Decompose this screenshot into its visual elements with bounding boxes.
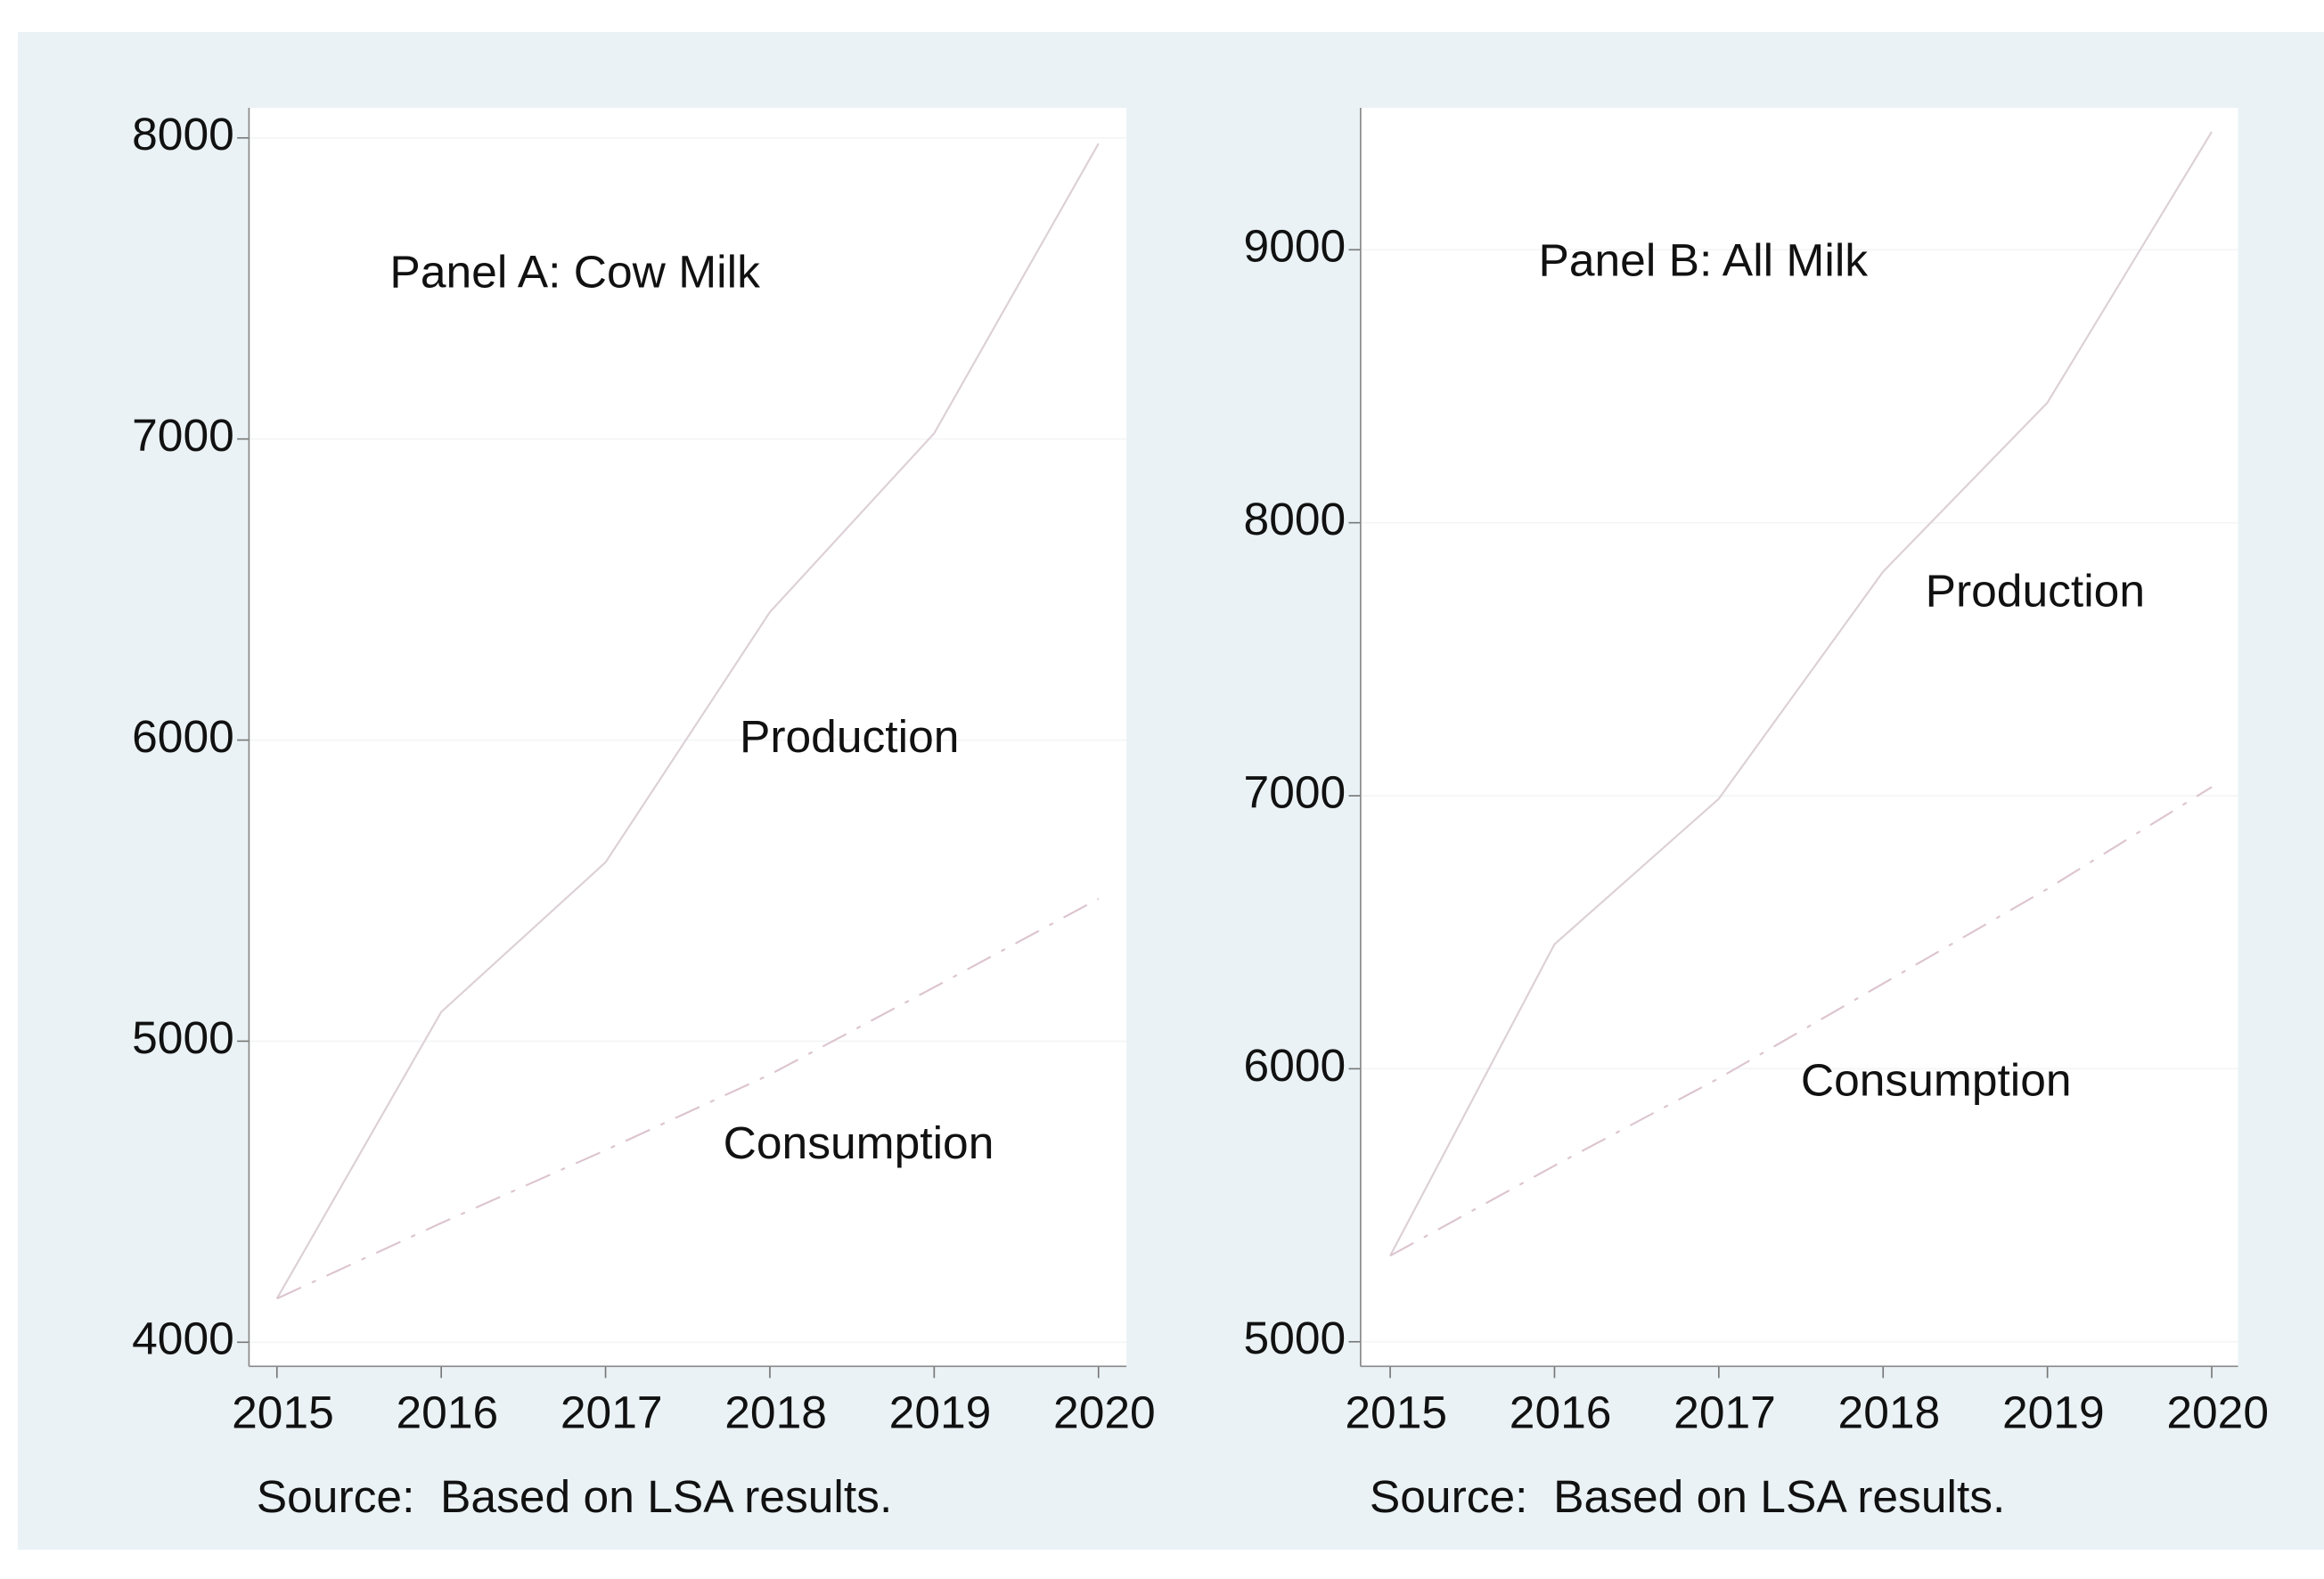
- x-tick-label: 2020: [1053, 1387, 1156, 1438]
- y-tick-label: 7000: [1244, 767, 1346, 818]
- x-tick-label: 2015: [1345, 1387, 1447, 1438]
- line: [276, 897, 1100, 1300]
- series-label: Consumption: [724, 1117, 994, 1168]
- y-tick-label: 7000: [132, 410, 234, 461]
- line: [1389, 786, 2213, 1257]
- y-tick-label: 6000: [132, 711, 234, 762]
- y-tick-label: 9000: [1244, 221, 1346, 272]
- plot-area: [1360, 107, 2238, 1367]
- x-tick-label: 2016: [396, 1387, 498, 1438]
- panel-title: Panel A: Cow Milk: [389, 247, 760, 298]
- source-note: Source: Based on LSA results.: [1370, 1472, 2006, 1523]
- series-label: Production: [740, 711, 959, 762]
- series-label: Production: [1926, 566, 2145, 617]
- source-note: Source: Based on LSA results.: [257, 1472, 893, 1523]
- x-tick-label: 2019: [2002, 1387, 2105, 1438]
- line: [1389, 131, 2213, 1256]
- panel-title: Panel B: All Milk: [1538, 235, 1868, 286]
- x-tick-label: 2020: [2166, 1387, 2269, 1438]
- y-tick-label: 4000: [132, 1313, 234, 1364]
- y-tick-label: 6000: [1244, 1040, 1346, 1091]
- x-tick-label: 2015: [232, 1387, 334, 1438]
- y-tick-label: 8000: [132, 110, 234, 160]
- x-tick-label: 2016: [1510, 1387, 1612, 1438]
- line: [275, 143, 1100, 1299]
- series-label: Consumption: [1801, 1055, 2072, 1106]
- x-tick-label: 2018: [1838, 1387, 1941, 1438]
- y-tick-label: 8000: [1244, 494, 1346, 544]
- x-tick-label: 2019: [889, 1387, 992, 1438]
- x-tick-label: 2018: [724, 1387, 827, 1438]
- x-tick-label: 2017: [561, 1387, 663, 1438]
- x-tick-label: 2017: [1673, 1387, 1776, 1438]
- y-tick-label: 5000: [1244, 1313, 1346, 1364]
- y-tick-label: 5000: [132, 1012, 234, 1063]
